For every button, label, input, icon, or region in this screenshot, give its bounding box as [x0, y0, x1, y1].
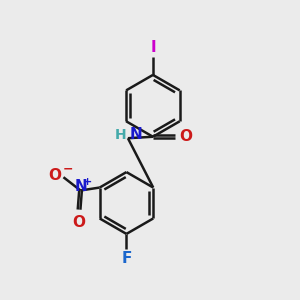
Text: O: O — [48, 168, 61, 183]
Text: H: H — [115, 128, 126, 142]
Text: I: I — [150, 40, 156, 55]
Text: N: N — [74, 179, 87, 194]
Text: −: − — [63, 163, 73, 176]
Text: F: F — [121, 251, 132, 266]
Text: N: N — [129, 127, 142, 142]
Text: +: + — [82, 177, 91, 187]
Text: O: O — [179, 129, 192, 144]
Text: O: O — [73, 215, 85, 230]
